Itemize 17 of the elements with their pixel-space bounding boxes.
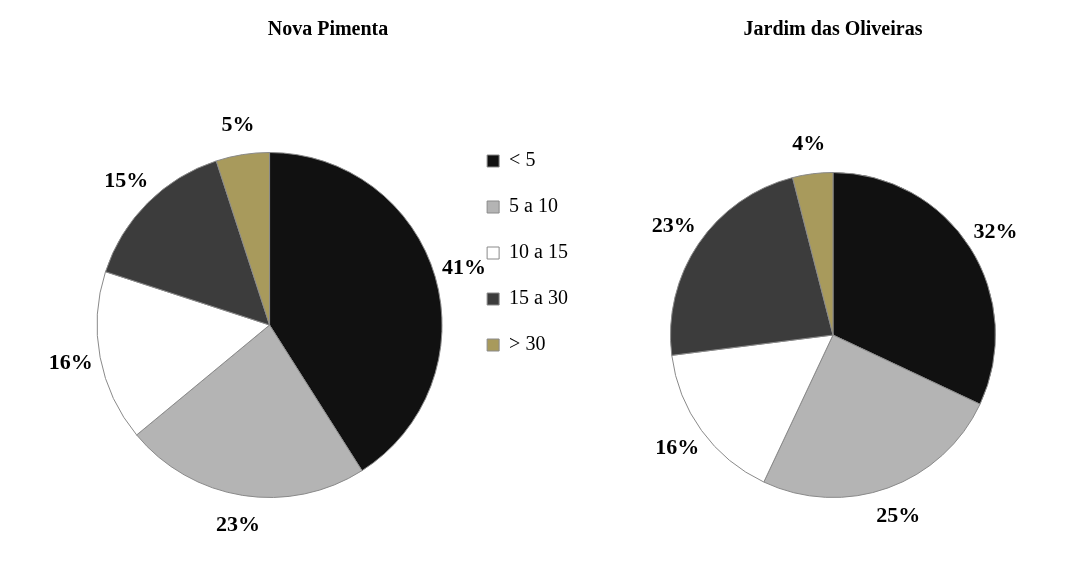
data-label: 16% [655, 433, 700, 459]
data-label: 4% [792, 129, 826, 155]
chart-title: Nova Pimenta [267, 17, 389, 40]
legend-label: > 30 [509, 332, 546, 355]
data-label: 41% [442, 254, 487, 280]
data-label: 15% [104, 167, 149, 193]
legend-label: < 5 [509, 148, 536, 171]
legend-label: 5 a 10 [509, 194, 559, 217]
legend-label: 10 a 15 [509, 240, 569, 263]
data-label: 23% [651, 212, 696, 238]
data-label: 16% [48, 348, 93, 374]
chart-title: Jardim das Oliveiras [743, 17, 923, 40]
data-label: 5% [221, 110, 255, 136]
data-label: 32% [973, 217, 1018, 243]
legend-label: 15 a 30 [509, 286, 569, 309]
data-label: 23% [215, 510, 260, 536]
data-label: 25% [876, 501, 921, 527]
